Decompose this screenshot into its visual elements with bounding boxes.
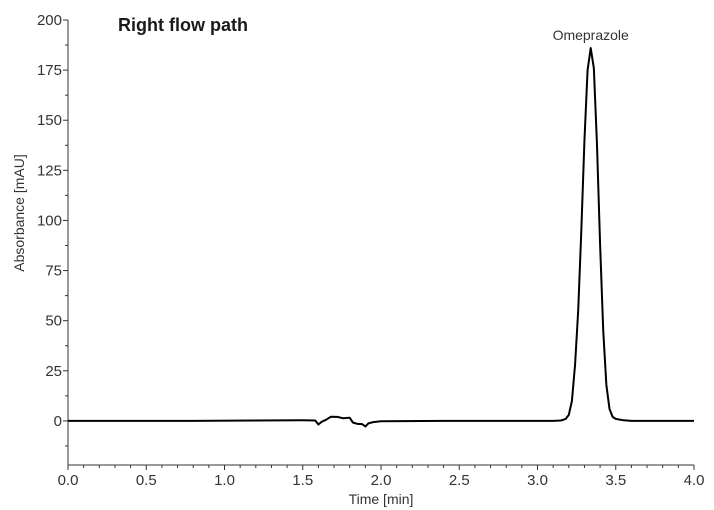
y-tick-label: 25 (45, 363, 62, 380)
x-tick-label: 4.0 (684, 472, 705, 489)
y-tick-label: 150 (37, 112, 62, 129)
x-tick-label: 3.5 (605, 472, 626, 489)
x-axis-label: Time [min] (349, 491, 414, 507)
x-tick-label: 1.0 (214, 472, 235, 489)
x-tick-label: 2.0 (371, 472, 392, 489)
y-tick-label: 125 (37, 162, 62, 179)
x-tick-label: 0.0 (58, 472, 79, 489)
axes: 0 25 50 75 100 125 150 175 200 0.0 0.5 1.0 1.5 2.0 2.5… (37, 12, 704, 489)
x-tick-label: 3.0 (527, 472, 548, 489)
plot-area: Omeprazole (68, 27, 694, 428)
x-tick-label: 2.5 (449, 472, 470, 489)
x-tick-label: 1.5 (292, 472, 313, 489)
chart-title: Right flow path (118, 15, 248, 35)
y-axis-label: Absorbance [mAU] (11, 154, 27, 272)
y-tick-label: 50 (45, 313, 62, 330)
y-tick-label: 75 (45, 263, 62, 280)
y-tick-label: 100 (37, 212, 62, 229)
y-tick-label: 175 (37, 62, 62, 79)
peak-label: Omeprazole (553, 27, 629, 43)
y-tick-label: 200 (37, 12, 62, 29)
y-tick-label: 0 (54, 413, 62, 430)
series-line (68, 47, 694, 428)
x-tick-label: 0.5 (136, 472, 157, 489)
